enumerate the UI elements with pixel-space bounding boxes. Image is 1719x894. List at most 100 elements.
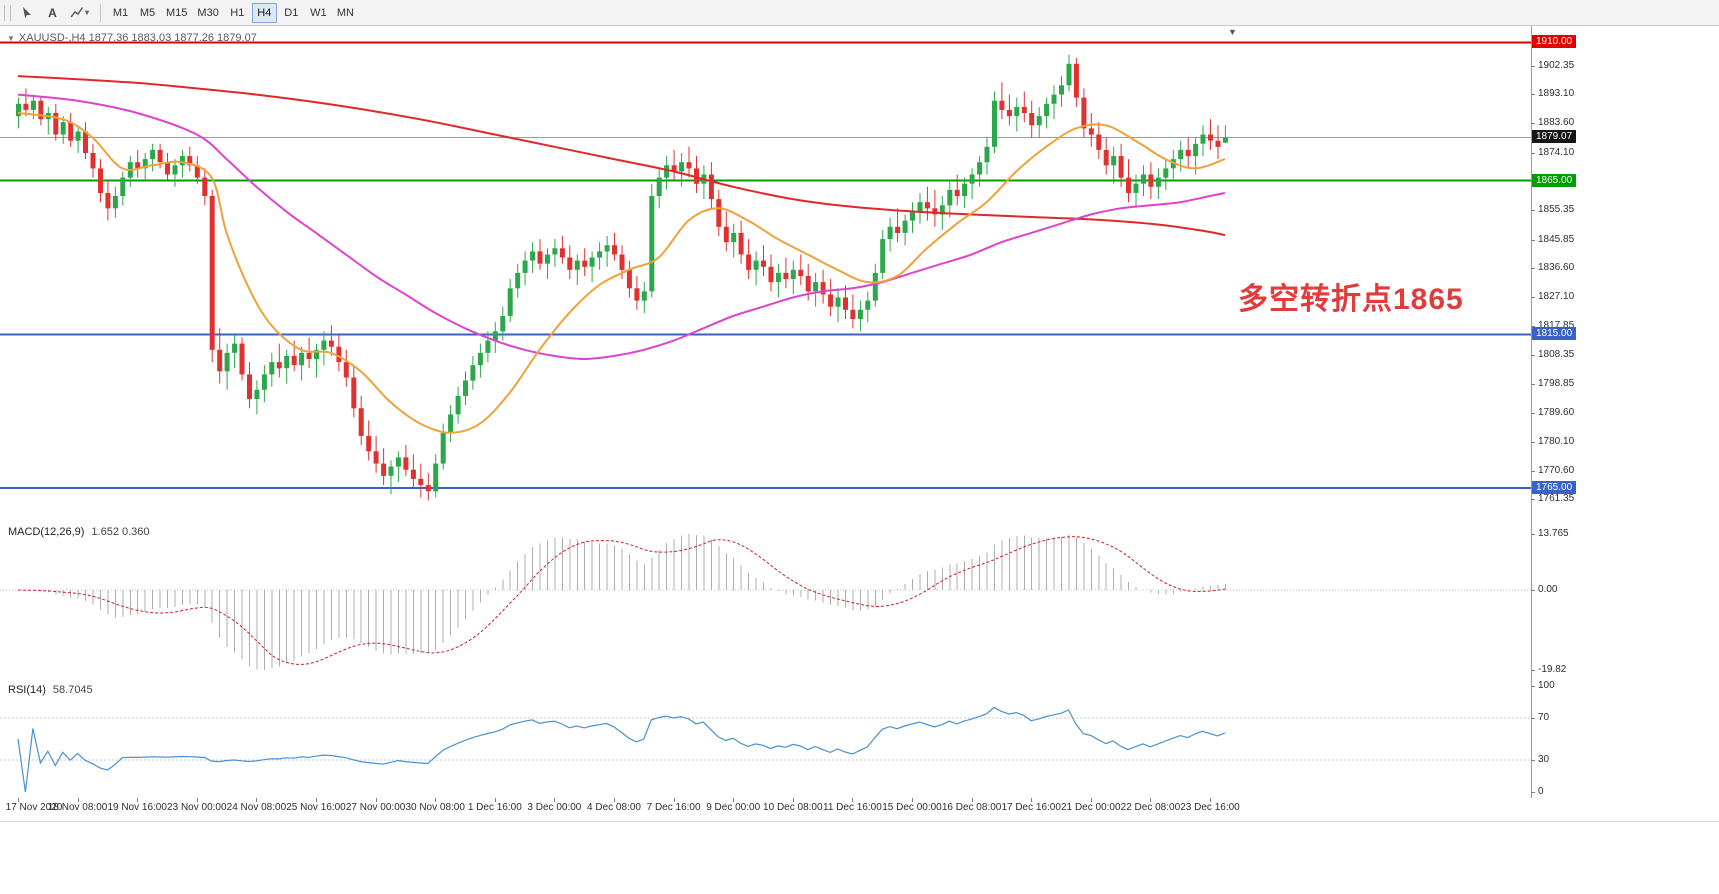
time-axis-tickmark	[256, 798, 258, 802]
fast-ma-orange-line	[17, 112, 1226, 434]
time-axis-tickmark	[1031, 798, 1033, 802]
timeframe-h1-button[interactable]: H1	[225, 3, 250, 23]
axis-tickmark	[1531, 686, 1535, 687]
time-axis-tickmark	[1210, 798, 1211, 802]
axis-tickmark	[1531, 792, 1535, 793]
price-axis-label: 1780.10	[1538, 435, 1575, 447]
macd-panel[interactable]: MACD(12,26,9) 1.652 0.360	[0, 522, 1719, 680]
chart-ohlc-header[interactable]: ▼ XAUUSD-,H4 1877.36 1883.03 1877.26 187…	[7, 32, 257, 44]
price-axis-label: 1874.10	[1538, 146, 1575, 158]
price-axis-label: 1761.35	[1538, 493, 1575, 505]
time-axis-label: 1 Dec 16:00	[467, 802, 522, 813]
time-axis-tickmark	[852, 798, 854, 802]
macd-label: MACD(12,26,9) 1.652 0.360	[8, 526, 150, 538]
timeframe-m5-button[interactable]: M5	[135, 3, 160, 23]
main-price-chart[interactable]: ▼ XAUUSD-,H4 1877.36 1883.03 1877.26 187…	[0, 26, 1719, 522]
price-axis-label: 1789.60	[1538, 406, 1575, 418]
timeframe-w1-button[interactable]: W1	[306, 3, 331, 23]
axis-tickmark	[1531, 239, 1535, 241]
timeframe-m1-button[interactable]: M1	[108, 3, 133, 23]
axis-tickmark	[1531, 65, 1535, 67]
time-axis-tickmark	[18, 798, 19, 802]
timeframe-d1-button[interactable]: D1	[279, 3, 304, 23]
price-axis-label: 1770.60	[1538, 464, 1575, 476]
time-axis[interactable]: 17 Nov 2020 18 Nov 08:00 19 Nov 16:00 23 No…	[0, 798, 1719, 822]
trendline-icon	[70, 7, 84, 18]
rsi-axis-label: 0	[1538, 786, 1544, 797]
price-axis[interactable]: 1902.351893.101883.601874.101864.851855.…	[1531, 0, 1719, 894]
time-axis-label: 23 Nov 00:00	[167, 802, 227, 813]
candles-series	[16, 54, 1228, 501]
time-axis-tickmark	[554, 798, 556, 802]
time-axis-label: 25 Nov 16:00	[286, 802, 346, 813]
time-axis-label: 22 Dec 08:00	[1120, 802, 1181, 813]
time-axis-label: 15 Dec 00:00	[882, 802, 942, 813]
macd-axis-label: 0.00	[1538, 584, 1558, 595]
time-axis-label: 9 Dec 00:00	[706, 802, 761, 813]
macd-values: 1.652 0.360	[91, 526, 150, 538]
time-axis-tickmark	[614, 798, 615, 802]
chart-shift-marker-icon[interactable]: ▼	[1228, 27, 1237, 37]
candlestick-plot[interactable]	[0, 26, 1719, 522]
axis-tickmark	[1531, 297, 1535, 299]
symbol-dropdown-icon[interactable]: ▼	[7, 33, 15, 43]
axis-tickmark	[1531, 412, 1535, 414]
price-axis-label: 1883.60	[1538, 117, 1575, 129]
axis-tickmark	[1531, 354, 1535, 356]
timeframe-mn-button[interactable]: MN	[333, 3, 358, 23]
time-axis-label: 19 Nov 16:00	[107, 802, 167, 813]
price-axis-label: 1855.35	[1538, 204, 1575, 216]
horizontal-level-lines[interactable]	[0, 41, 1531, 490]
rsi-label: RSI(14) 58.7045	[8, 684, 93, 696]
time-axis-tickmark	[316, 798, 317, 802]
time-axis-label: 17 Dec 16:00	[1001, 802, 1061, 813]
timeframe-m30-button[interactable]: M30	[193, 3, 222, 23]
time-axis-bottom-line	[0, 821, 1719, 822]
axis-tickmark	[1531, 94, 1535, 96]
axis-tickmark	[1531, 760, 1535, 762]
rsi-line	[17, 706, 1226, 793]
time-axis-tickmark	[792, 798, 794, 802]
toolbar-grip[interactable]	[4, 4, 11, 21]
time-axis-tickmark	[196, 798, 198, 802]
macd-plot	[0, 534, 1531, 670]
rsi-axis-label: 30	[1538, 754, 1550, 766]
time-axis-tickmark	[77, 798, 79, 802]
timeframe-h4-button[interactable]: H4	[251, 2, 277, 23]
toolbar-separator	[100, 3, 102, 22]
time-axis-tickmark	[435, 798, 437, 802]
time-axis-label: 4 Dec 08:00	[587, 802, 641, 813]
rsi-panel[interactable]: RSI(14) 58.7045	[0, 680, 1719, 798]
time-axis-tickmark	[912, 798, 913, 802]
text-tool-button[interactable]: A	[41, 2, 64, 23]
price-axis-label: 1808.35	[1538, 348, 1575, 360]
price-axis-label: 1902.35	[1538, 59, 1575, 71]
price-axis-label: 1817.85	[1538, 319, 1575, 331]
price-axis-label: 1836.60	[1538, 262, 1575, 273]
time-axis-label: 23 Dec 16:00	[1180, 802, 1240, 813]
axis-tickmark	[1531, 384, 1535, 386]
price-axis-label: 1798.85	[1538, 378, 1575, 390]
rsi-plot	[0, 706, 1531, 793]
time-axis-label: 27 Nov 00:00	[345, 802, 406, 813]
time-axis-label: 11 Dec 16:00	[823, 802, 882, 813]
axis-tickmark	[1531, 123, 1535, 125]
price-level-badge: 1879.07	[1532, 130, 1577, 144]
price-axis-label: 1893.10	[1538, 88, 1575, 100]
timeframe-m15-button[interactable]: M15	[162, 3, 191, 23]
price-level-badge: 1910.00	[1532, 35, 1577, 49]
time-axis-label: 18 Nov 08:00	[47, 802, 108, 813]
rsi-axis-label: 70	[1538, 711, 1550, 723]
timeframe-toolbar: M1 M5 M15 M30 H1 H4 D1 W1 MN	[107, 2, 359, 23]
time-axis-label: 7 Dec 16:00	[646, 802, 701, 813]
rsi-value: 58.7045	[52, 684, 93, 696]
axis-tickmark	[1531, 534, 1535, 535]
axis-tickmark	[1531, 325, 1535, 327]
price-level-badge: 1815.00	[1532, 327, 1577, 341]
draw-tools-button[interactable]: ▾	[66, 2, 93, 23]
axis-tickmark	[1531, 210, 1535, 212]
price-level-badge: 1765.00	[1532, 481, 1577, 495]
cursor-tool-button[interactable]	[16, 2, 39, 23]
axis-tickmark	[1531, 152, 1535, 154]
